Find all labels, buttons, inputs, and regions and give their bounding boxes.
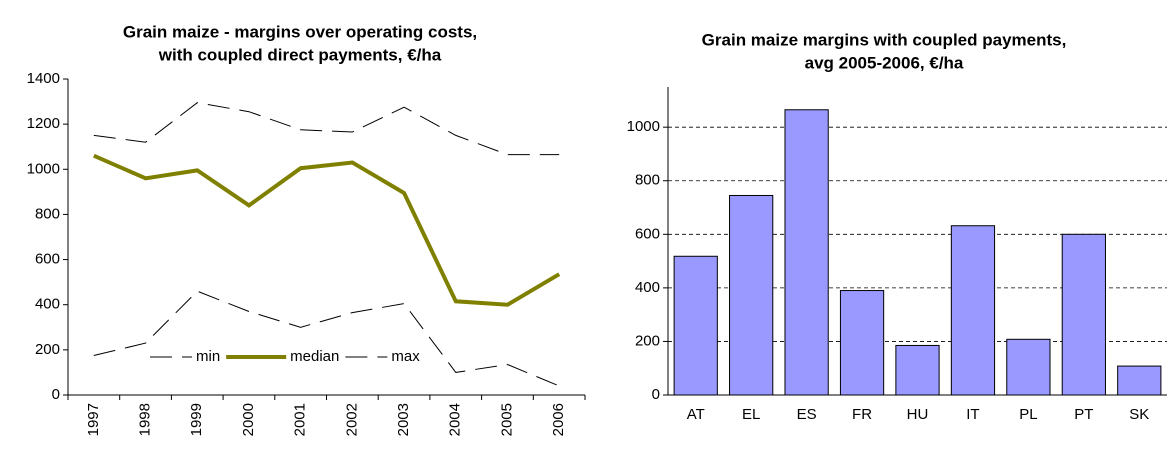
y-tick-label: 400 [635, 279, 660, 296]
x-tick-label: IT [966, 406, 979, 423]
bar [895, 344, 940, 396]
chart-title: avg 2005-2006, €/ha [805, 53, 964, 72]
x-tick-label: EL [742, 406, 760, 423]
y-tick-label: 1000 [627, 118, 660, 135]
x-tick-label: 1998 [137, 403, 154, 436]
legend-label: min [196, 348, 220, 365]
x-tick-label: PL [1019, 406, 1037, 423]
line-series [93, 153, 561, 307]
x-tick-label: ES [797, 406, 817, 423]
y-tick-label: 1400 [27, 70, 60, 87]
chart-title: with coupled direct payments, €/ha [158, 45, 442, 64]
x-tick-label: HU [907, 406, 929, 423]
y-tick-label: 0 [652, 386, 660, 403]
bar [784, 109, 829, 396]
bar [950, 225, 996, 396]
legend-label: max [391, 348, 420, 365]
bar [673, 255, 718, 396]
x-tick-label: 2000 [240, 403, 257, 436]
bar [1006, 338, 1051, 396]
y-tick-label: 600 [35, 251, 60, 268]
y-tick-label: 600 [635, 225, 660, 242]
x-tick-label: 2003 [395, 403, 412, 436]
x-tick-label: 2006 [550, 403, 567, 436]
y-tick-label: 0 [52, 386, 60, 403]
x-tick-label: AT [687, 406, 705, 423]
y-tick-label: 1200 [27, 115, 60, 132]
bar [1061, 233, 1106, 396]
line-series [93, 290, 560, 387]
x-tick-label: 2002 [343, 403, 360, 436]
y-tick-label: 200 [635, 332, 660, 349]
x-tick-label: FR [852, 406, 872, 423]
y-tick-label: 400 [35, 296, 60, 313]
x-tick-label: 1999 [188, 403, 205, 436]
y-tick-label: 800 [35, 205, 60, 222]
bar [729, 194, 774, 396]
x-tick-label: 1997 [85, 403, 102, 436]
bar [839, 290, 885, 396]
bar [1117, 365, 1162, 396]
legend-label: median [290, 348, 339, 365]
chart-title: Grain maize margins with coupled payment… [702, 30, 1067, 49]
y-tick-label: 1000 [27, 160, 60, 177]
y-tick-label: 200 [35, 341, 60, 358]
line-series [93, 102, 560, 156]
y-tick-label: 800 [635, 172, 660, 189]
x-tick-label: 2005 [498, 403, 515, 436]
x-tick-label: PT [1074, 406, 1093, 423]
chart-title: Grain maize - margins over operating cos… [123, 22, 477, 41]
x-tick-label: SK [1129, 406, 1149, 423]
x-tick-label: 2001 [292, 403, 309, 436]
x-tick-label: 2004 [447, 403, 464, 436]
